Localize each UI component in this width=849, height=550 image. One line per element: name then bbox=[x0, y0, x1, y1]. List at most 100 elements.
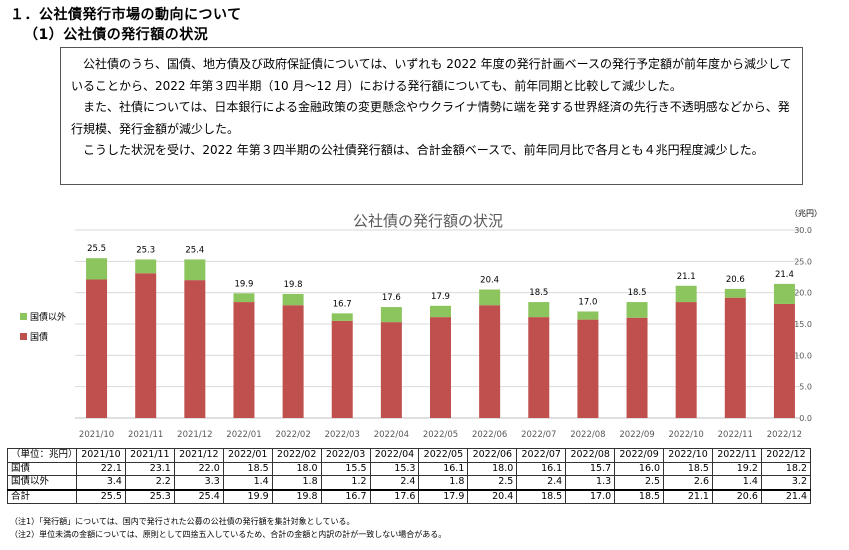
table-cell: 23.1 bbox=[124, 461, 175, 476]
table-cell: 17.0 bbox=[565, 488, 616, 504]
table-cell: 1.4 bbox=[222, 475, 273, 490]
bar-non-jgb bbox=[184, 259, 206, 281]
table-cell: 2.5 bbox=[467, 475, 518, 490]
table-cell: 1.3 bbox=[565, 475, 616, 490]
table-cell: 16.1 bbox=[516, 461, 567, 476]
table-cell: 18.0 bbox=[467, 461, 518, 476]
summary-paragraph-2: また、社債については、日本銀行による金融政策の変更懸念やウクライナ情勢に端を発す… bbox=[71, 100, 790, 136]
table-cell: 25.5 bbox=[76, 488, 126, 504]
table-column-header: 2022/02 bbox=[271, 448, 322, 463]
y-tick-label: 20.0 bbox=[794, 289, 812, 298]
table-cell: 3.2 bbox=[760, 475, 812, 490]
table-cell: 1.8 bbox=[418, 475, 469, 490]
table-column-header: 2022/06 bbox=[467, 448, 518, 463]
table-column-header: 2022/07 bbox=[516, 448, 567, 463]
total-data-label: 19.8 bbox=[284, 280, 303, 290]
bar-jgb bbox=[135, 273, 157, 418]
table-cell: 18.0 bbox=[271, 461, 322, 476]
table-unit-header: （単位：兆円） bbox=[7, 448, 78, 463]
data-table: （単位：兆円） 2021/10 2021/11 2021/12 2022/01 2022/… bbox=[7, 448, 812, 504]
table-cell: 25.4 bbox=[173, 488, 224, 504]
table-cell: 2.5 bbox=[614, 475, 665, 490]
total-data-label: 17.9 bbox=[431, 292, 450, 302]
table-cell: 2.2 bbox=[124, 475, 175, 490]
legend-label-jgb: 国債 bbox=[30, 331, 48, 343]
bar-non-jgb bbox=[135, 259, 157, 274]
x-tick-label: 2022/04 bbox=[374, 430, 409, 440]
x-tick-label: 2022/06 bbox=[472, 430, 507, 440]
table-cell: 22.1 bbox=[76, 461, 126, 476]
total-data-label: 19.9 bbox=[234, 279, 253, 289]
note-1: （注1）「発行額」については、国内で発行された公募の公社債の発行額を集計対象とし… bbox=[10, 517, 355, 526]
table-cell: 3.3 bbox=[173, 475, 224, 490]
table-row: 国債 22.1 23.1 22.0 18.5 18.0 15.5 15.3 16.1 18.0 16… bbox=[7, 461, 812, 476]
table-cell: 2.4 bbox=[369, 475, 420, 490]
bar-jgb bbox=[626, 317, 648, 418]
x-tick-label: 2022/03 bbox=[325, 430, 360, 440]
bar-jgb bbox=[479, 305, 501, 418]
table-row: 合計 25.5 25.3 25.4 19.9 19.8 16.7 17.6 17.9 20.4 18… bbox=[7, 488, 812, 504]
y-tick-label: 5.0 bbox=[799, 383, 812, 392]
total-data-label: 18.5 bbox=[628, 288, 647, 298]
table-row-label: 合計 bbox=[7, 488, 77, 504]
table-cell: 19.9 bbox=[222, 488, 273, 504]
bar-non-jgb bbox=[430, 305, 451, 318]
table-cell: 1.4 bbox=[711, 475, 762, 490]
table-cell: 25.3 bbox=[124, 488, 175, 504]
note-2: （注2）単位未満の金額については、原則として四捨五入しているため、合計の金額と内… bbox=[10, 530, 447, 539]
table-cell: 16.1 bbox=[418, 461, 469, 476]
total-data-label: 25.4 bbox=[185, 245, 204, 255]
table-cell: 19.2 bbox=[711, 461, 762, 476]
bar-jgb bbox=[528, 317, 550, 418]
chart-title: 公社債の発行額の状況 bbox=[353, 212, 503, 230]
table-cell: 18.5 bbox=[516, 488, 567, 504]
x-tick-label: 2022/11 bbox=[718, 430, 753, 440]
table-cell: 22.0 bbox=[173, 461, 224, 476]
x-tick-label: 2021/10 bbox=[79, 430, 114, 440]
table-cell: 15.3 bbox=[369, 461, 420, 476]
bar-non-jgb bbox=[773, 283, 795, 304]
bar-non-jgb bbox=[528, 302, 550, 318]
table-cell: 1.2 bbox=[320, 475, 371, 490]
bar-jgb bbox=[773, 303, 795, 418]
table-cell: 16.7 bbox=[320, 488, 371, 504]
summary-paragraph-1: 公社債のうち、国債、地方債及び政府保証債については、いずれも 2022 年度の発… bbox=[71, 57, 792, 93]
table-column-header: 2022/11 bbox=[711, 448, 762, 463]
bar-non-jgb bbox=[282, 293, 304, 306]
table-cell: 18.2 bbox=[760, 461, 812, 476]
x-tick-label: 2021/12 bbox=[177, 430, 212, 440]
table-cell: 2.6 bbox=[663, 475, 713, 490]
table-row-label: 国債 bbox=[7, 461, 77, 476]
y-tick-label: 0.0 bbox=[799, 414, 812, 423]
table-cell: 19.8 bbox=[271, 488, 322, 504]
bar-non-jgb bbox=[724, 288, 746, 298]
bar-non-jgb bbox=[331, 313, 353, 321]
total-data-label: 16.7 bbox=[333, 299, 352, 309]
x-tick-label: 2021/11 bbox=[128, 430, 163, 440]
chart-unit: （兆円） bbox=[790, 208, 822, 218]
legend-swatch-jgb bbox=[20, 333, 27, 340]
table-row-label: 国債以外 bbox=[7, 475, 77, 490]
y-tick-label: 15.0 bbox=[794, 320, 812, 329]
table-cell: 21.1 bbox=[663, 488, 713, 504]
table-column-header: 2022/08 bbox=[565, 448, 616, 463]
table-row: 国債以外 3.4 2.2 3.3 1.4 1.8 1.2 2.4 1.8 2.5 2.4 1.3 2.5… bbox=[7, 475, 812, 490]
table-cell: 17.6 bbox=[369, 488, 420, 504]
table-column-header: 2022/05 bbox=[418, 448, 469, 463]
y-tick-label: 10.0 bbox=[794, 351, 812, 360]
bar-jgb bbox=[86, 279, 108, 418]
bar-non-jgb bbox=[626, 302, 648, 318]
y-tick-label: 25.0 bbox=[794, 257, 812, 266]
table-cell: 20.6 bbox=[711, 488, 762, 504]
bar-non-jgb bbox=[479, 289, 501, 306]
table-cell: 17.9 bbox=[418, 488, 469, 504]
total-data-label: 21.4 bbox=[775, 270, 794, 280]
table-cell: 18.5 bbox=[222, 461, 273, 476]
bar-jgb bbox=[233, 302, 255, 418]
table-cell: 15.7 bbox=[565, 461, 616, 476]
table-cell: 3.4 bbox=[76, 475, 126, 490]
table-cell: 20.4 bbox=[467, 488, 518, 504]
table-column-header: 2022/04 bbox=[369, 448, 420, 463]
bar-jgb bbox=[577, 319, 599, 418]
bar-non-jgb bbox=[380, 307, 402, 323]
